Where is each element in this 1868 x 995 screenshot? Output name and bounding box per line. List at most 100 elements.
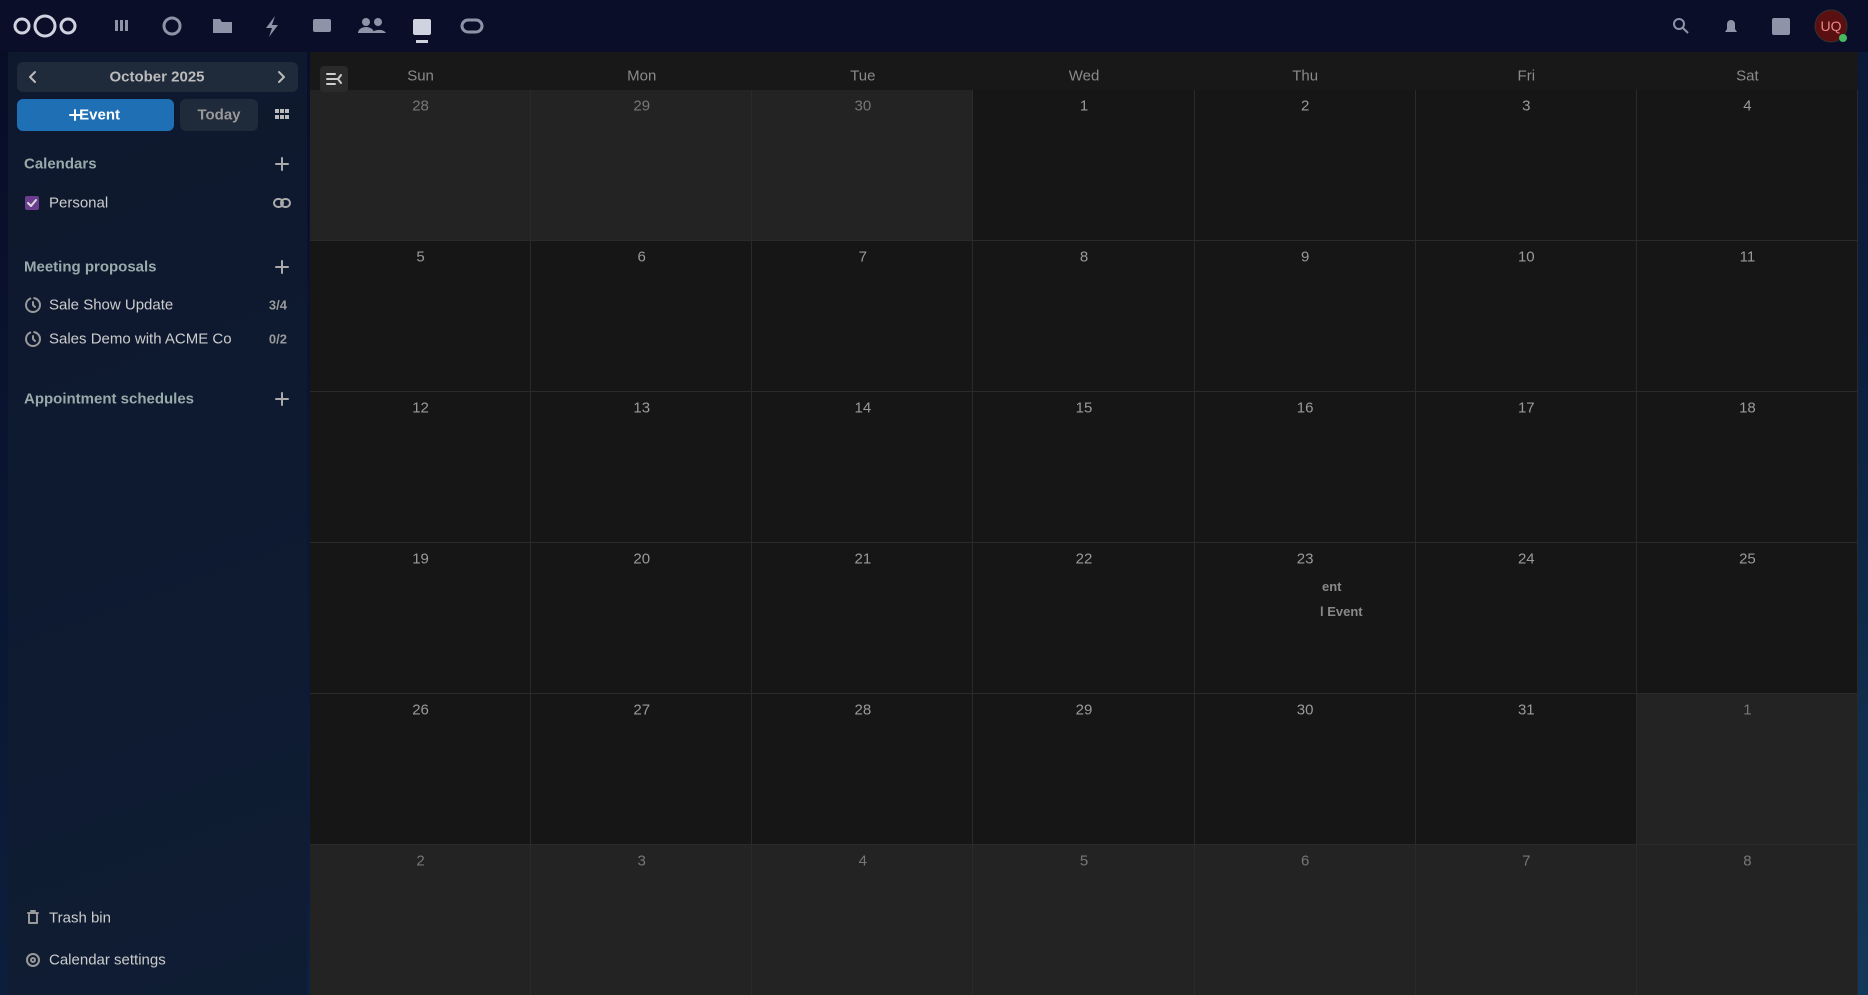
day-number[interactable]: 13 bbox=[633, 399, 651, 417]
weekday-label: Tue bbox=[850, 67, 876, 85]
day-number[interactable]: 30 bbox=[854, 97, 872, 115]
day-number[interactable]: 21 bbox=[854, 550, 872, 568]
day-number[interactable]: 10 bbox=[1517, 248, 1535, 266]
day-number[interactable]: 14 bbox=[854, 399, 872, 417]
day-number[interactable]: 24 bbox=[1517, 550, 1535, 568]
day-cell bbox=[1194, 241, 1416, 392]
day-number[interactable]: 1 bbox=[1743, 701, 1752, 719]
day-cell bbox=[752, 694, 974, 845]
new-event-button[interactable]: Event bbox=[17, 99, 174, 131]
day-cell bbox=[1415, 845, 1637, 995]
day-cell bbox=[310, 392, 532, 543]
day-number[interactable]: 25 bbox=[1739, 550, 1756, 568]
day-cell bbox=[310, 694, 532, 845]
new-event-label: Event bbox=[79, 106, 121, 124]
event[interactable]: ent bbox=[1322, 579, 1342, 594]
day-cell bbox=[1194, 392, 1416, 543]
day-number[interactable]: 11 bbox=[1739, 248, 1756, 266]
header-icons bbox=[13, 9, 1848, 43]
day-number[interactable]: 9 bbox=[1300, 248, 1310, 266]
logo[interactable] bbox=[13, 14, 77, 38]
weekday-label: Wed bbox=[1068, 67, 1100, 85]
day-cell bbox=[1636, 845, 1858, 995]
day-number[interactable]: 2 bbox=[1300, 97, 1310, 115]
day-number[interactable]: 19 bbox=[412, 550, 429, 568]
status-dot bbox=[1839, 34, 1847, 42]
weekday-label: Thu bbox=[1292, 67, 1319, 85]
calendar-settings[interactable]: Calendar settings bbox=[49, 951, 166, 969]
day-number[interactable]: 22 bbox=[1075, 550, 1093, 568]
calendar-checkbox[interactable] bbox=[25, 196, 39, 210]
proposal-name[interactable]: Sales Demo with ACME Co bbox=[49, 330, 232, 348]
settings-icon bbox=[26, 953, 40, 967]
day-number[interactable]: 1 bbox=[1079, 97, 1089, 115]
day-number[interactable]: 6 bbox=[637, 248, 646, 266]
day-number[interactable]: 12 bbox=[412, 399, 429, 417]
proposal-name[interactable]: Sale Show Update bbox=[49, 296, 174, 314]
day-number[interactable]: 5 bbox=[416, 248, 425, 266]
weekday-label: Sun bbox=[407, 67, 434, 85]
day-cell bbox=[752, 543, 974, 694]
event[interactable]: l Event bbox=[1320, 604, 1363, 619]
day-number[interactable]: 30 bbox=[1296, 701, 1314, 719]
day-cell bbox=[310, 90, 532, 241]
day-number[interactable]: 3 bbox=[637, 852, 646, 870]
section-title[interactable]: Calendars bbox=[24, 155, 97, 173]
day-number[interactable]: 31 bbox=[1517, 701, 1535, 719]
day-number[interactable]: 29 bbox=[633, 97, 651, 115]
today-button[interactable]: Today bbox=[180, 99, 258, 131]
grid-view[interactable] bbox=[275, 109, 289, 119]
collapse-sidebar[interactable] bbox=[320, 66, 348, 92]
day-cell bbox=[1415, 241, 1637, 392]
day-number[interactable]: 28 bbox=[412, 97, 429, 115]
day-number[interactable]: 26 bbox=[412, 701, 429, 719]
weekday-label: Fri bbox=[1517, 67, 1536, 85]
day-cell bbox=[973, 694, 1195, 845]
share-link[interactable] bbox=[273, 198, 291, 208]
day-cell bbox=[1194, 845, 1416, 995]
day-number[interactable]: 2 bbox=[416, 852, 425, 870]
day-number[interactable]: 8 bbox=[1743, 852, 1752, 870]
header-bar bbox=[0, 0, 1868, 52]
day-number[interactable]: 4 bbox=[1743, 97, 1752, 115]
day-number[interactable]: 8 bbox=[1079, 248, 1089, 266]
weekday-label: Sat bbox=[1736, 67, 1759, 85]
day-cell bbox=[1415, 90, 1637, 241]
day-number[interactable]: 18 bbox=[1739, 399, 1756, 417]
next-month[interactable] bbox=[278, 71, 285, 83]
day-number[interactable]: 20 bbox=[633, 550, 651, 568]
day-number[interactable]: 6 bbox=[1300, 852, 1310, 870]
day-number[interactable]: 28 bbox=[854, 701, 872, 719]
day-number[interactable]: 15 bbox=[1075, 399, 1093, 417]
day-number[interactable]: 4 bbox=[858, 852, 868, 870]
month-label[interactable]: October 2025 bbox=[109, 68, 205, 86]
calendar-name[interactable]: Personal bbox=[49, 194, 109, 212]
day-cell bbox=[310, 241, 532, 392]
day-number[interactable]: 5 bbox=[1079, 852, 1089, 870]
prev-month[interactable] bbox=[29, 71, 36, 83]
day-cell bbox=[973, 845, 1195, 995]
trash-bin[interactable]: Trash bin bbox=[49, 909, 111, 927]
day-number[interactable]: 7 bbox=[858, 248, 868, 266]
day-number[interactable]: 16 bbox=[1296, 399, 1314, 417]
day-number[interactable]: 29 bbox=[1075, 701, 1093, 719]
section-title[interactable]: Meeting proposals bbox=[24, 258, 157, 276]
plus-icon bbox=[69, 109, 81, 121]
section-title[interactable]: Appointment schedules bbox=[24, 390, 195, 408]
day-cell bbox=[531, 694, 753, 845]
day-number[interactable]: 3 bbox=[1522, 97, 1531, 115]
app-icons[interactable] bbox=[115, 16, 1790, 43]
day-cell bbox=[973, 90, 1195, 241]
add-button[interactable] bbox=[275, 260, 289, 274]
today-label: Today bbox=[197, 106, 241, 124]
day-number[interactable]: 27 bbox=[633, 701, 651, 719]
add-button[interactable] bbox=[275, 392, 289, 406]
day-cell bbox=[310, 845, 532, 995]
day-number[interactable]: 7 bbox=[1522, 852, 1531, 870]
avatar[interactable] bbox=[1814, 9, 1848, 43]
day-cell bbox=[752, 392, 974, 543]
add-button[interactable] bbox=[275, 157, 289, 171]
day-number[interactable]: 23 bbox=[1296, 550, 1314, 568]
day-number[interactable]: 17 bbox=[1517, 399, 1535, 417]
